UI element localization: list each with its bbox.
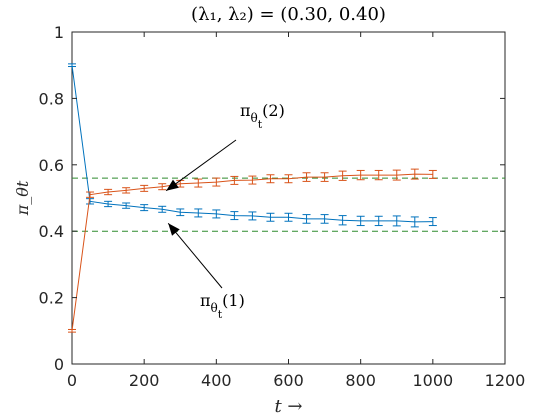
y-tick-label: 0 [54,355,64,374]
axes-box [71,31,506,365]
plot-area [71,31,506,365]
x-tick-label: 400 [201,371,232,390]
y-axis-label: π_θt [13,180,32,216]
annotation-arrowhead [166,179,179,191]
y-tick-label: 1 [54,23,64,42]
x-tick-label: 600 [273,371,304,390]
y-tick-label: 0.2 [39,289,64,308]
y-tick-label: 0.8 [39,89,64,108]
x-tick-label: 1200 [485,371,526,390]
x-axis-label: t → [274,396,302,417]
series-layer [68,63,437,333]
chart-title: (λ₁, λ₂) = (0.30, 0.40) [191,4,386,25]
x-tick-label: 800 [345,371,376,390]
annotations: πθt(2) πθt(1) [165,101,285,321]
annotation-arrowhead [168,223,180,236]
y-tick-label: 0.4 [39,222,64,241]
annotation-label: πθt(2) [240,101,285,131]
x-tick-label: 1000 [412,371,453,390]
axis-ticks: 0 200 400 600 800 1000 1200 0 0.2 0.4 0.6 0.8 1 [39,23,526,390]
x-tick-label: 0 [67,371,77,390]
annotation-label: πθt(1) [200,291,245,321]
annotation-arrow-line [167,222,223,289]
annotation-arrow-line [165,139,237,192]
y-tick-label: 0.6 [39,156,64,175]
x-tick-label: 200 [129,371,160,390]
